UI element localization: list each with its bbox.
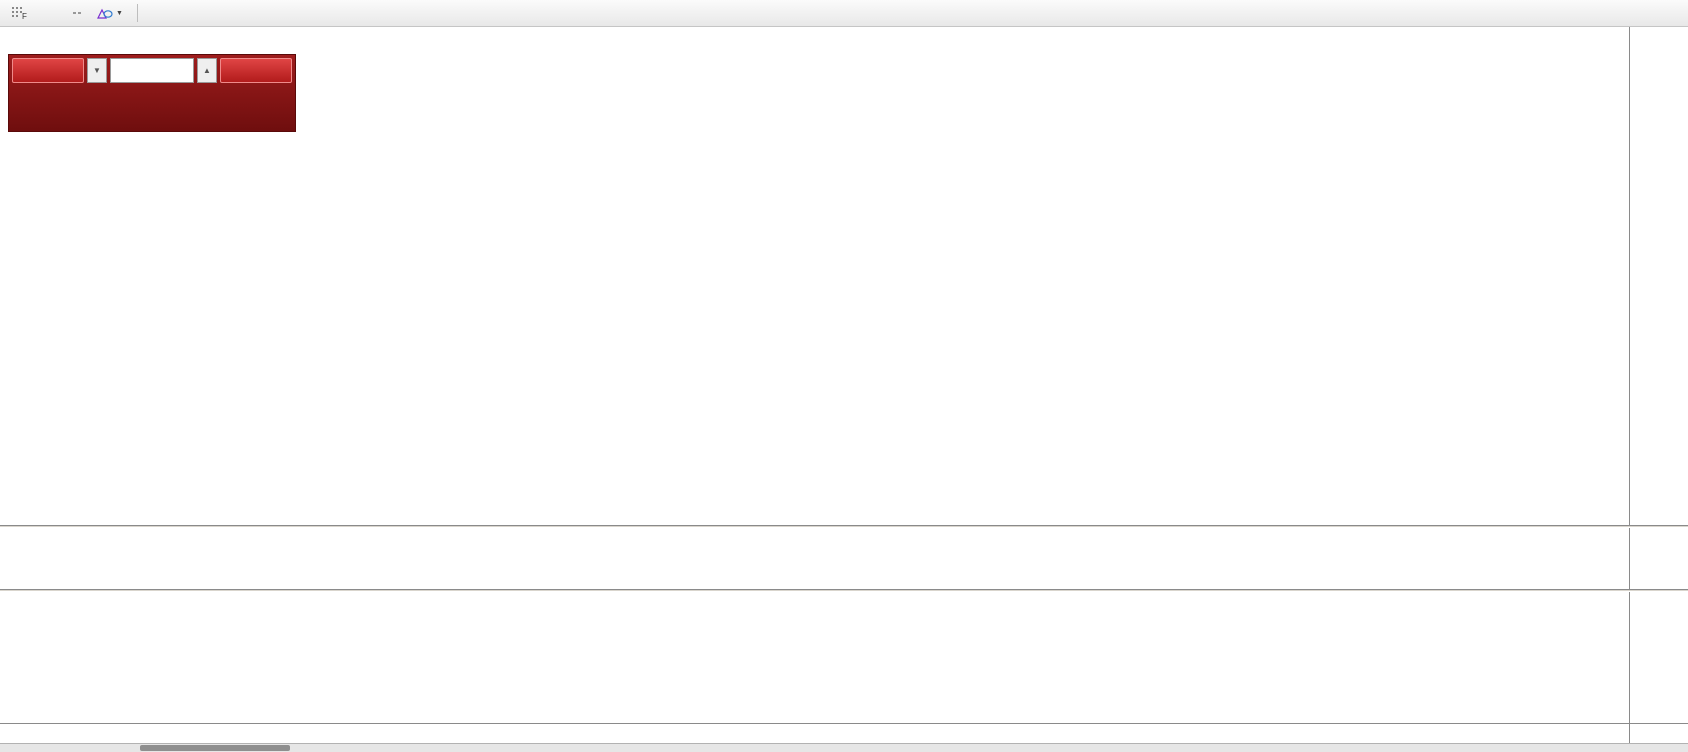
- buy-price[interactable]: [152, 83, 292, 129]
- buy-button[interactable]: [220, 58, 292, 83]
- shapes-icon: [97, 6, 115, 20]
- volume-decrease-button[interactable]: ▼: [87, 58, 107, 83]
- time-axis-border: [0, 723, 1688, 724]
- toolbar: F ▼: [0, 0, 1688, 27]
- sell-price[interactable]: [12, 83, 152, 129]
- chevron-down-icon: ▼: [93, 66, 101, 75]
- chevron-up-icon: ▲: [203, 66, 211, 75]
- dot-grid-f-icon: F: [11, 6, 27, 20]
- volume-increase-button[interactable]: ▲: [197, 58, 217, 83]
- volume-field[interactable]: [110, 58, 194, 83]
- horizontal-scrollbar-thumb[interactable]: [140, 745, 290, 751]
- time-axis[interactable]: [0, 724, 1688, 743]
- toolbar-separator: [137, 4, 138, 22]
- boxed-t-icon: [72, 12, 81, 14]
- rsi-panel-splitter[interactable]: [0, 589, 1688, 592]
- macd-panel-splitter[interactable]: [0, 525, 1688, 528]
- one-click-trading-panel: ▼ ▲: [8, 54, 296, 132]
- horizontal-scrollbar: [0, 743, 1688, 752]
- svg-text:F: F: [22, 12, 27, 20]
- text-tool-button[interactable]: [34, 2, 61, 24]
- rsi-indicator-label: [14, 595, 20, 607]
- shapes-dropdown-button[interactable]: ▼: [92, 2, 128, 24]
- chevron-down-icon: ▼: [116, 9, 123, 17]
- price-scale[interactable]: [1629, 27, 1688, 743]
- fibonacci-tool-button[interactable]: F: [5, 2, 32, 24]
- sell-button[interactable]: [12, 58, 84, 83]
- macd-indicator-label: [14, 531, 26, 543]
- text-label-tool-button[interactable]: [63, 2, 90, 24]
